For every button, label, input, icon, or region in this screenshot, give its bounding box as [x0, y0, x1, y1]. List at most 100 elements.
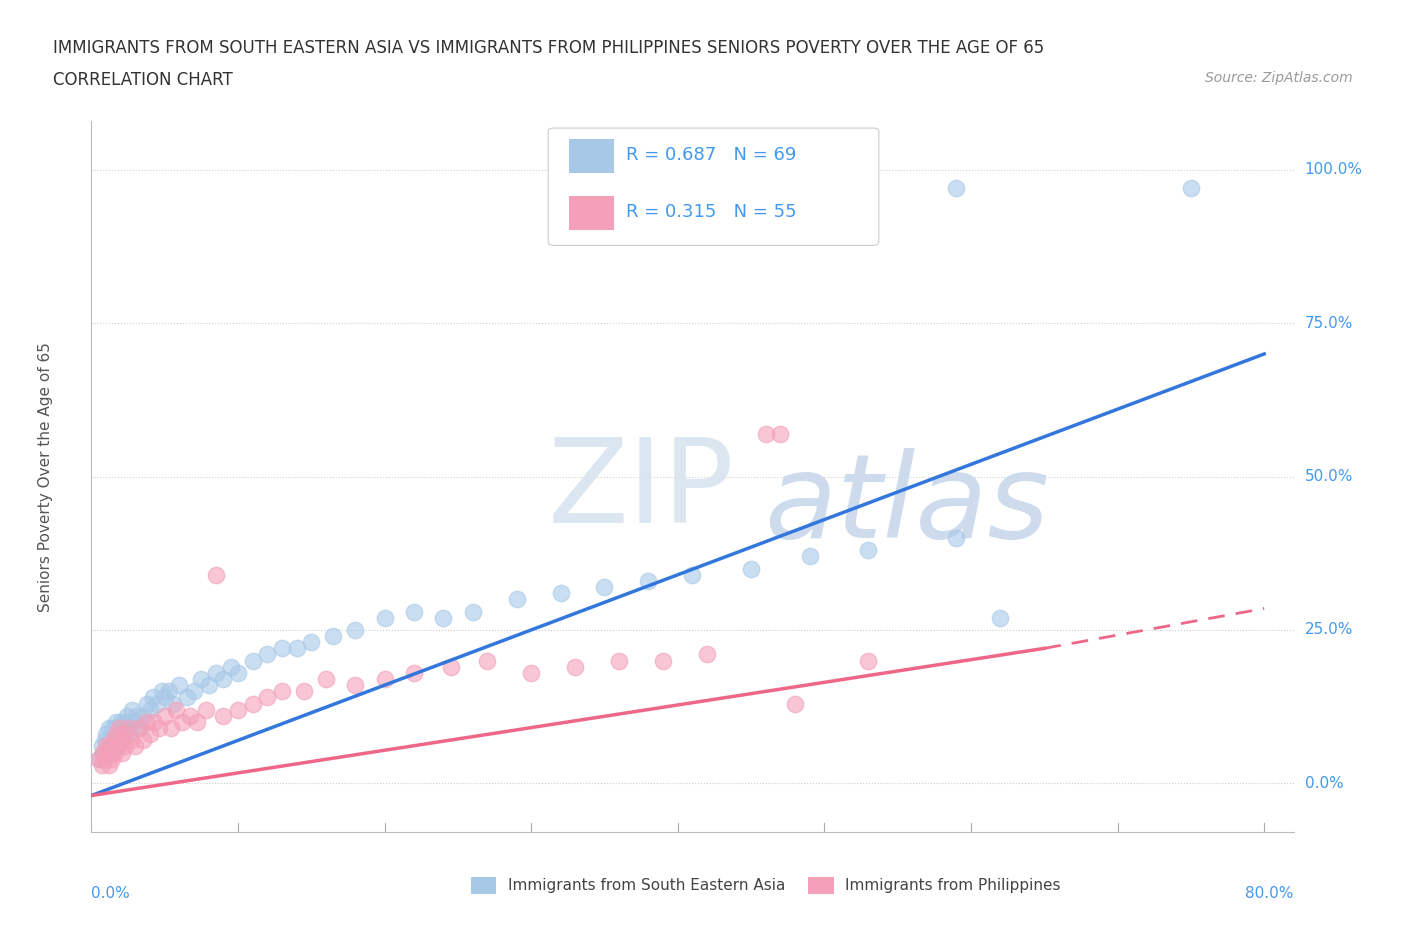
Point [111, 745, 134, 760]
Point [681, 567, 703, 582]
Point [100, 733, 122, 748]
Point [402, 666, 425, 681]
Point [520, 666, 543, 681]
Point [112, 714, 135, 729]
Point [271, 684, 294, 698]
Point [103, 739, 125, 754]
FancyBboxPatch shape [548, 128, 879, 246]
Point [112, 726, 135, 741]
Point [136, 697, 159, 711]
FancyBboxPatch shape [808, 877, 834, 894]
Point [505, 591, 527, 606]
Point [104, 733, 127, 748]
Point [103, 721, 125, 736]
Point [769, 426, 792, 441]
Point [219, 659, 242, 674]
Point [100, 739, 122, 754]
Text: 0.0%: 0.0% [91, 885, 131, 901]
Point [205, 567, 228, 582]
Point [118, 714, 141, 729]
Point [190, 671, 212, 686]
Point [945, 530, 967, 545]
Point [402, 604, 425, 619]
Point [292, 684, 315, 698]
Point [212, 671, 235, 686]
Point [98, 721, 121, 736]
Text: Immigrants from South Eastern Asia: Immigrants from South Eastern Asia [508, 878, 785, 893]
Point [607, 653, 630, 668]
Point [104, 745, 127, 760]
Point [226, 702, 249, 717]
Point [110, 714, 132, 729]
Point [150, 684, 173, 698]
Point [988, 610, 1011, 625]
Point [117, 721, 139, 736]
Point [256, 647, 278, 662]
Point [432, 610, 454, 625]
Point [93, 733, 115, 748]
Point [90, 757, 112, 772]
Point [139, 702, 162, 717]
Point [242, 697, 264, 711]
Point [374, 610, 396, 625]
Point [183, 684, 205, 698]
Point [179, 709, 201, 724]
Text: 50.0%: 50.0% [1305, 469, 1353, 485]
Point [652, 653, 675, 668]
Point [696, 647, 718, 662]
Point [120, 721, 142, 736]
Point [322, 629, 344, 644]
Point [94, 726, 117, 741]
Point [96, 745, 118, 760]
Point [125, 709, 148, 724]
Point [755, 426, 778, 441]
Point [114, 721, 136, 736]
FancyBboxPatch shape [568, 139, 614, 173]
Point [799, 549, 821, 564]
Point [90, 739, 112, 754]
Point [93, 751, 115, 766]
Point [107, 739, 129, 754]
Point [143, 714, 166, 729]
Point [124, 714, 146, 729]
Text: Source: ZipAtlas.com: Source: ZipAtlas.com [1205, 71, 1353, 85]
Point [299, 635, 322, 650]
Text: 100.0%: 100.0% [1305, 163, 1362, 178]
Text: Seniors Poverty Over the Age of 65: Seniors Poverty Over the Age of 65 [38, 341, 53, 612]
Point [783, 697, 806, 711]
Text: Immigrants from Philippines: Immigrants from Philippines [845, 878, 1060, 893]
Text: 75.0%: 75.0% [1305, 316, 1353, 331]
Point [637, 574, 659, 589]
Point [91, 745, 114, 760]
Point [157, 684, 180, 698]
Point [131, 733, 153, 748]
Point [285, 641, 308, 656]
Point [98, 739, 121, 754]
Point [256, 690, 278, 705]
Point [186, 714, 208, 729]
Point [115, 709, 138, 724]
Point [114, 739, 136, 754]
Point [101, 745, 124, 760]
Text: 80.0%: 80.0% [1246, 885, 1294, 901]
Point [197, 678, 219, 693]
Point [550, 586, 572, 601]
Point [194, 702, 217, 717]
Point [1180, 181, 1202, 196]
Point [111, 726, 134, 741]
Point [945, 181, 967, 196]
Text: CORRELATION CHART: CORRELATION CHART [53, 71, 233, 88]
Text: 0.0%: 0.0% [1305, 776, 1343, 790]
Point [169, 678, 191, 693]
FancyBboxPatch shape [568, 195, 614, 230]
Point [374, 671, 396, 686]
Text: ZIP: ZIP [548, 433, 735, 549]
Point [593, 579, 616, 594]
Point [120, 733, 142, 748]
Point [121, 702, 143, 717]
Point [153, 690, 176, 705]
Point [117, 726, 139, 741]
FancyBboxPatch shape [471, 877, 496, 894]
Point [153, 709, 176, 724]
Point [110, 733, 132, 748]
